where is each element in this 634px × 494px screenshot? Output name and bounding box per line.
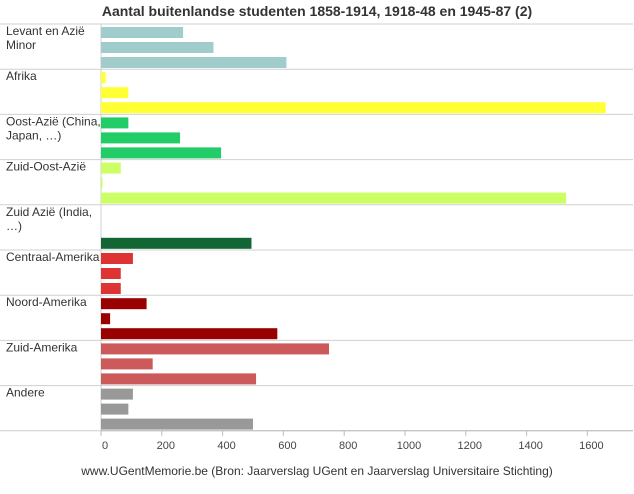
bar (101, 72, 106, 84)
x-tick-label: 600 (278, 440, 296, 452)
bar (101, 162, 121, 174)
chart-title: Aantal buitenlandse studenten 1858-1914,… (101, 3, 533, 19)
x-tick-label: 0 (102, 440, 108, 452)
bar (101, 283, 121, 294)
category-label: Noord-Amerika (6, 295, 87, 309)
bar (101, 313, 111, 325)
bar (101, 237, 252, 249)
bar (101, 42, 214, 53)
bar (101, 418, 253, 430)
x-tick-label: 800 (339, 440, 357, 452)
bar (101, 147, 222, 159)
x-tick-label: 400 (217, 440, 235, 452)
bar (101, 388, 133, 400)
bar (101, 403, 129, 415)
category-label: Zuid-Amerika (6, 340, 78, 354)
x-tick-label: 1200 (458, 440, 482, 452)
bar (101, 373, 257, 385)
bar (101, 268, 121, 279)
category-label: Levant en Azië Minor (6, 24, 85, 52)
x-tick-label: 200 (157, 440, 175, 452)
x-tick-label: 1400 (518, 440, 542, 452)
bar (101, 358, 153, 370)
bar (101, 27, 184, 38)
x-tick-label: 1000 (397, 440, 421, 452)
bar (101, 117, 129, 129)
bar (101, 57, 287, 68)
bar (101, 253, 133, 264)
x-tick-label: 1600 (579, 440, 603, 452)
category-label: Afrika (6, 69, 37, 83)
category-label: Andere (6, 386, 45, 400)
category-label: Centraal-Amerika (6, 250, 100, 264)
bar (101, 177, 103, 189)
bar (101, 87, 129, 99)
chart-footer: www.UGentMemorie.be (Bron: Jaarverslag U… (81, 464, 553, 478)
bar (101, 343, 329, 355)
category-label: Zuid-Oost-Azië (6, 160, 86, 174)
bar (101, 132, 181, 144)
bar (101, 328, 278, 340)
bar (101, 192, 567, 204)
category-label: Oost-Azië (China, Japan, …) (6, 114, 101, 142)
bar (101, 298, 147, 310)
bar (101, 102, 606, 114)
category-label: Zuid Azië (India,…) (6, 205, 92, 233)
